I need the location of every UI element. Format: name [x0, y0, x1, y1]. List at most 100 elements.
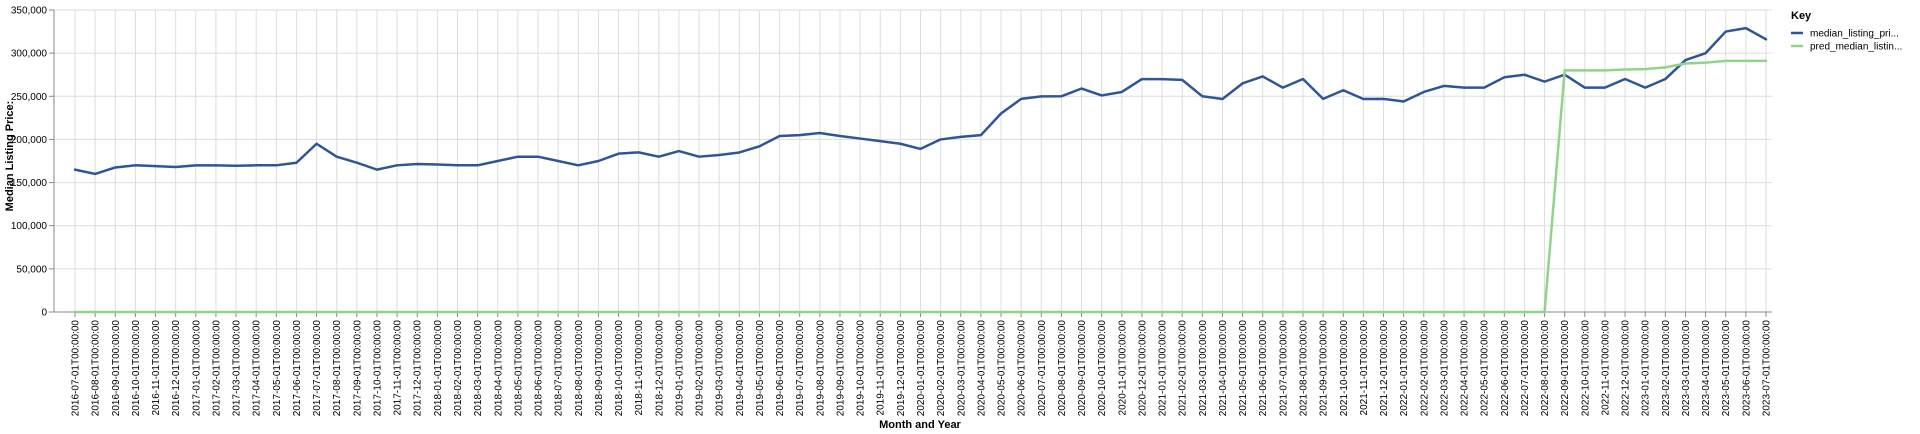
x-tick-label: 2019-04-01T00:00:00 [735, 320, 746, 417]
x-tick-label: 2022-02-01T00:00:00 [1419, 320, 1430, 417]
x-tick-label: 2016-11-01T00:00:00 [151, 320, 162, 416]
x-tick-label: 2021-05-01T00:00:00 [1238, 320, 1249, 417]
x-tick-label: 2016-08-01T00:00:00 [91, 320, 102, 417]
x-tick-label: 2022-08-01T00:00:00 [1540, 320, 1551, 417]
x-tick-label: 2021-07-01T00:00:00 [1278, 320, 1289, 417]
x-tick-label: 2019-05-01T00:00:00 [755, 320, 766, 417]
y-tick-label: 300,000 [11, 49, 48, 60]
legend: Key median_listing_pri... pred_median_lis… [1791, 10, 1902, 53]
x-tick-label: 2019-02-01T00:00:00 [695, 320, 706, 417]
x-tick-label: 2020-05-01T00:00:00 [997, 320, 1008, 417]
x-tick-label: 2018-04-01T00:00:00 [493, 320, 504, 417]
x-tick-label: 2018-01-01T00:00:00 [433, 320, 444, 417]
x-tick-label: 2019-12-01T00:00:00 [896, 320, 907, 417]
x-tick-label: 2018-12-01T00:00:00 [654, 320, 665, 417]
x-tick-label: 2018-10-01T00:00:00 [614, 320, 625, 417]
x-tick-label: 2020-03-01T00:00:00 [956, 320, 967, 417]
y-tick-label: 350,000 [11, 6, 48, 17]
x-tick-label: 2017-01-01T00:00:00 [191, 320, 202, 417]
x-tick-label: 2023-02-01T00:00:00 [1661, 320, 1672, 417]
x-tick-label: 2022-04-01T00:00:00 [1460, 320, 1471, 417]
x-tick-label: 2021-12-01T00:00:00 [1379, 320, 1390, 417]
x-tick-label: 2022-05-01T00:00:00 [1480, 320, 1491, 417]
x-tick-label: 2022-09-01T00:00:00 [1560, 320, 1571, 417]
grid-lines [54, 9, 1772, 313]
x-tick-label: 2018-09-01T00:00:00 [594, 320, 605, 417]
x-tick-label: 2022-12-01T00:00:00 [1621, 320, 1632, 417]
y-tick-label: 0 [41, 308, 47, 319]
x-tick-label: 2020-07-01T00:00:00 [1037, 320, 1048, 417]
x-tick-label: 2020-12-01T00:00:00 [1137, 320, 1148, 417]
x-tick-label: 2022-01-01T00:00:00 [1399, 320, 1410, 417]
x-tick-label: 2018-03-01T00:00:00 [473, 320, 484, 417]
x-tick-label: 2018-08-01T00:00:00 [574, 320, 585, 417]
x-tick-label: 2023-04-01T00:00:00 [1701, 320, 1712, 417]
x-tick-label: 2017-02-01T00:00:00 [211, 320, 222, 417]
x-tick-label: 2021-01-01T00:00:00 [1158, 320, 1169, 417]
x-tick-label: 2021-06-01T00:00:00 [1258, 320, 1269, 417]
x-tick-label: 2021-04-01T00:00:00 [1218, 320, 1229, 417]
x-tick-label: 2017-12-01T00:00:00 [413, 320, 424, 417]
x-tick-label: 2022-06-01T00:00:00 [1500, 320, 1511, 417]
x-tick-label: 2023-06-01T00:00:00 [1741, 320, 1752, 417]
y-tick-label: 100,000 [11, 221, 48, 232]
x-tick-label: 2018-06-01T00:00:00 [534, 320, 545, 417]
x-tick-label: 2017-11-01T00:00:00 [393, 320, 404, 416]
x-tick-label: 2019-10-01T00:00:00 [856, 320, 867, 417]
x-tick-label: 2019-09-01T00:00:00 [835, 320, 846, 417]
x-tick-label: 2018-05-01T00:00:00 [513, 320, 524, 417]
series-lines [73, 26, 1768, 314]
x-tick-label: 2019-07-01T00:00:00 [795, 320, 806, 417]
x-tick-label: 2023-01-01T00:00:00 [1641, 320, 1652, 417]
x-tick-label: 2019-11-01T00:00:00 [876, 320, 887, 416]
x-tick-label: 2017-05-01T00:00:00 [272, 320, 283, 417]
x-tick-label: 2020-10-01T00:00:00 [1097, 320, 1108, 417]
x-tick-label: 2018-07-01T00:00:00 [554, 320, 565, 417]
x-tick-label: 2020-08-01T00:00:00 [1057, 320, 1068, 417]
x-tick-label: 2023-07-01T00:00:00 [1762, 320, 1773, 417]
x-tick-label: 2017-07-01T00:00:00 [312, 320, 323, 417]
x-tick-label: 2016-10-01T00:00:00 [131, 320, 142, 417]
x-tick-label: 2019-01-01T00:00:00 [674, 320, 685, 417]
legend-label: median_listing_pri... [1810, 29, 1899, 40]
x-tick-label: 2017-06-01T00:00:00 [292, 320, 303, 417]
x-tick-label: 2022-03-01T00:00:00 [1439, 320, 1450, 417]
x-tick-label: 2019-08-01T00:00:00 [815, 320, 826, 417]
x-tick-label: 2016-07-01T00:00:00 [71, 320, 82, 417]
legend-title: Key [1791, 10, 1812, 22]
x-tick-label: 2019-06-01T00:00:00 [775, 320, 786, 417]
x-tick-label: 2020-04-01T00:00:00 [976, 320, 987, 417]
x-tick-label: 2020-01-01T00:00:00 [916, 320, 927, 417]
x-tick-label: 2016-09-01T00:00:00 [111, 320, 122, 417]
x-tick-label: 2023-03-01T00:00:00 [1681, 320, 1692, 417]
y-tick-label: 200,000 [11, 135, 48, 146]
x-tick-label: 2018-02-01T00:00:00 [453, 320, 464, 417]
x-tick-label: 2023-05-01T00:00:00 [1721, 320, 1732, 417]
x-tick-label: 2017-08-01T00:00:00 [332, 320, 343, 417]
x-tick-label: 2021-02-01T00:00:00 [1178, 320, 1189, 417]
x-tick-label: 2022-07-01T00:00:00 [1520, 320, 1531, 417]
y-tick-label: 250,000 [11, 92, 48, 103]
x-tick-label: 2018-11-01T00:00:00 [634, 320, 645, 416]
x-axis: 2016-07-01T00:00:00 2016-08-01T00:00:00 20… [54, 311, 1773, 417]
y-axis-title: Median Listing Price: [4, 101, 16, 212]
x-tick-label: 2017-03-01T00:00:00 [232, 320, 243, 417]
x-tick-label: 2021-09-01T00:00:00 [1319, 320, 1330, 417]
x-axis-title: Month and Year [879, 419, 961, 431]
x-tick-label: 2020-11-01T00:00:00 [1117, 320, 1128, 416]
x-tick-label: 2017-09-01T00:00:00 [352, 320, 363, 417]
x-tick-label: 2016-12-01T00:00:00 [171, 320, 182, 417]
x-tick-label: 2021-10-01T00:00:00 [1339, 320, 1350, 417]
x-tick-label: 2021-08-01T00:00:00 [1298, 320, 1309, 417]
series-line-1 [73, 59, 1768, 314]
x-tick-label: 2017-10-01T00:00:00 [372, 320, 383, 417]
x-tick-label: 2017-04-01T00:00:00 [252, 320, 263, 417]
legend-label: pred_median_listin... [1810, 42, 1902, 53]
y-tick-label: 50,000 [16, 264, 47, 275]
y-axis: 0 50,000 100,000 150,000 200,000 250,000 300,0… [11, 6, 55, 319]
x-tick-label: 2021-03-01T00:00:00 [1198, 320, 1209, 417]
x-tick-label: 2020-02-01T00:00:00 [936, 320, 947, 417]
y-tick-label: 150,000 [11, 178, 48, 189]
x-tick-label: 2020-06-01T00:00:00 [1017, 320, 1028, 417]
